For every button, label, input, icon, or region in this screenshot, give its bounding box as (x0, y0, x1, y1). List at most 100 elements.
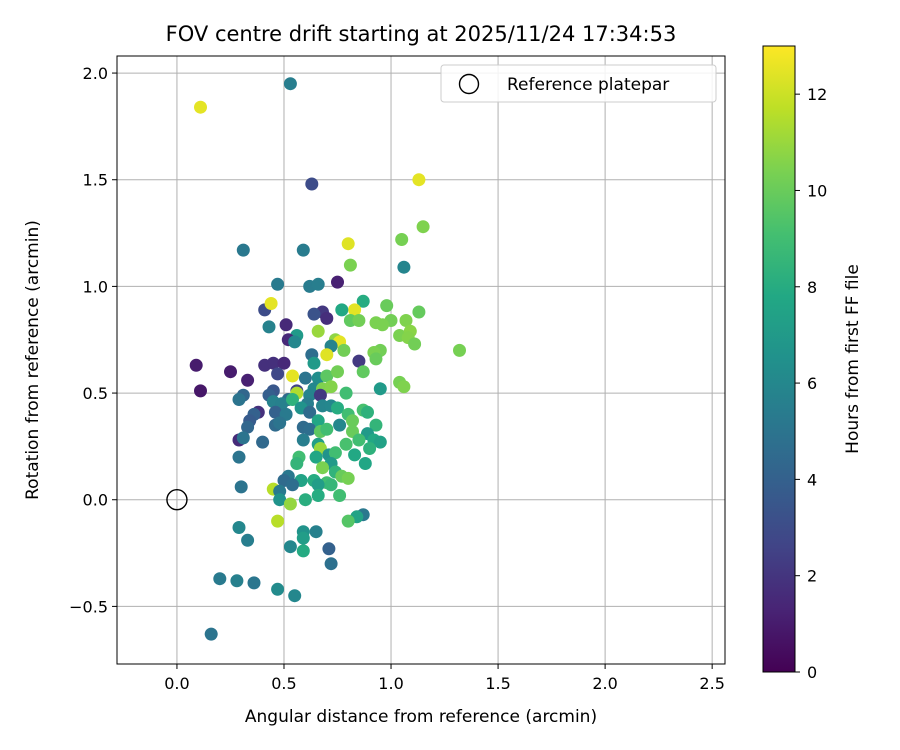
scatter-point (339, 437, 353, 451)
scatter-point (290, 457, 304, 470)
reference-platepar-marker (166, 489, 188, 511)
scatter-point (311, 414, 325, 428)
scatter-point (408, 337, 422, 351)
scatter-point (453, 343, 466, 357)
legend-marker-icon (458, 73, 480, 95)
y-ticks: −0.5 0.0 0.5 1.0 1.5 2.0 (69, 64, 117, 616)
scatter-point (262, 320, 276, 334)
colorbar-tick-label: 12 (807, 85, 827, 104)
scatter-point (298, 371, 312, 385)
y-tick-label: 1.5 (83, 171, 108, 190)
scatter-point (234, 480, 248, 494)
scatter-point (213, 572, 227, 586)
scatter-point (307, 307, 321, 321)
plot-frame (116, 55, 726, 665)
y-tick-label: 0.5 (83, 384, 108, 403)
scatter-point (266, 356, 280, 370)
scatter-point (307, 356, 321, 370)
y-tick-label: 1.0 (83, 277, 108, 296)
scatter-point (369, 418, 383, 432)
x-axis-label: Angular distance from reference (arcmin) (245, 707, 597, 727)
colorbar-tick-label: 8 (807, 278, 817, 297)
scatter-point (333, 489, 347, 502)
scatter-point (273, 416, 287, 430)
scatter-point (298, 493, 312, 507)
scatter-point (271, 367, 285, 381)
scatter-point (380, 299, 394, 313)
scatter-point (273, 493, 287, 507)
scatter-point (373, 382, 387, 396)
y-tick-label: −0.5 (69, 597, 108, 616)
legend-box (440, 64, 717, 103)
scatter-point (341, 471, 355, 485)
scatter-point (283, 540, 297, 554)
x-tick-label: 2.5 (699, 674, 724, 693)
scatter-point (320, 348, 334, 362)
scatter-point (277, 356, 291, 370)
scatter-point (339, 386, 353, 400)
scatter-point (271, 514, 285, 528)
scatter-point (356, 294, 370, 308)
scatter-point (346, 414, 359, 428)
x-tick-label: 0.0 (164, 674, 189, 693)
scatter-point (236, 431, 250, 445)
scatter-point (412, 305, 426, 319)
scatter-point (352, 314, 366, 327)
scatter-point (279, 318, 293, 332)
scatter-point (343, 258, 357, 272)
scatter-point (288, 335, 302, 349)
scatter-point (232, 521, 246, 534)
scatter-point (288, 589, 302, 603)
scatter-point (286, 393, 299, 406)
scatter-point (331, 401, 344, 415)
scatter-point (268, 405, 282, 419)
scatter-point (358, 457, 372, 470)
scatter-point (397, 260, 411, 274)
scatter-point (232, 393, 246, 406)
scatter-point (296, 544, 310, 558)
scatter-point (241, 373, 255, 387)
scatter-point (337, 343, 351, 357)
scatter-point (311, 277, 325, 291)
scatter-point (189, 358, 203, 372)
scatter-point (204, 627, 218, 641)
scatter-point (376, 318, 389, 332)
scatter-point (412, 173, 426, 187)
scatter-point (311, 478, 325, 492)
colorbar (762, 45, 796, 673)
scatter-point (348, 303, 362, 317)
scatter-point (283, 497, 297, 511)
data-points (166, 77, 466, 641)
scatter-point (309, 525, 323, 539)
scatter-point (241, 533, 255, 547)
x-tick-label: 0.5 (271, 674, 296, 693)
scatter-point (286, 478, 299, 492)
x-tick-label: 1.0 (378, 674, 403, 693)
scatter-point (311, 324, 325, 338)
scatter-point (331, 275, 344, 289)
colorbar-tick-label: 4 (807, 470, 817, 489)
x-tick-label: 1.5 (485, 674, 510, 693)
scatter-point (352, 433, 366, 447)
scatter-point (303, 422, 317, 436)
scatter-point (286, 369, 299, 383)
colorbar-tick-label: 0 (807, 663, 817, 682)
scatter-point (305, 177, 319, 191)
scatter-point (264, 297, 278, 310)
scatter-point (320, 311, 334, 325)
y-axis-label: Rotation from reference (arcmin) (23, 220, 43, 500)
scatter-point (363, 442, 377, 455)
scatter-point (303, 405, 317, 419)
scatter-point (416, 220, 430, 234)
y-tick-label: 0.0 (83, 491, 108, 510)
scatter-point (324, 557, 338, 571)
colorbar-ticks: 0 2 4 6 8 10 12 (795, 85, 827, 682)
scatter-point (311, 489, 325, 502)
scatter-point (194, 384, 207, 398)
legend: Reference platepar (440, 64, 717, 103)
scatter-point (271, 277, 285, 291)
scatter-point (335, 303, 349, 317)
scatter-point (341, 237, 355, 251)
scatter-point (324, 478, 338, 492)
